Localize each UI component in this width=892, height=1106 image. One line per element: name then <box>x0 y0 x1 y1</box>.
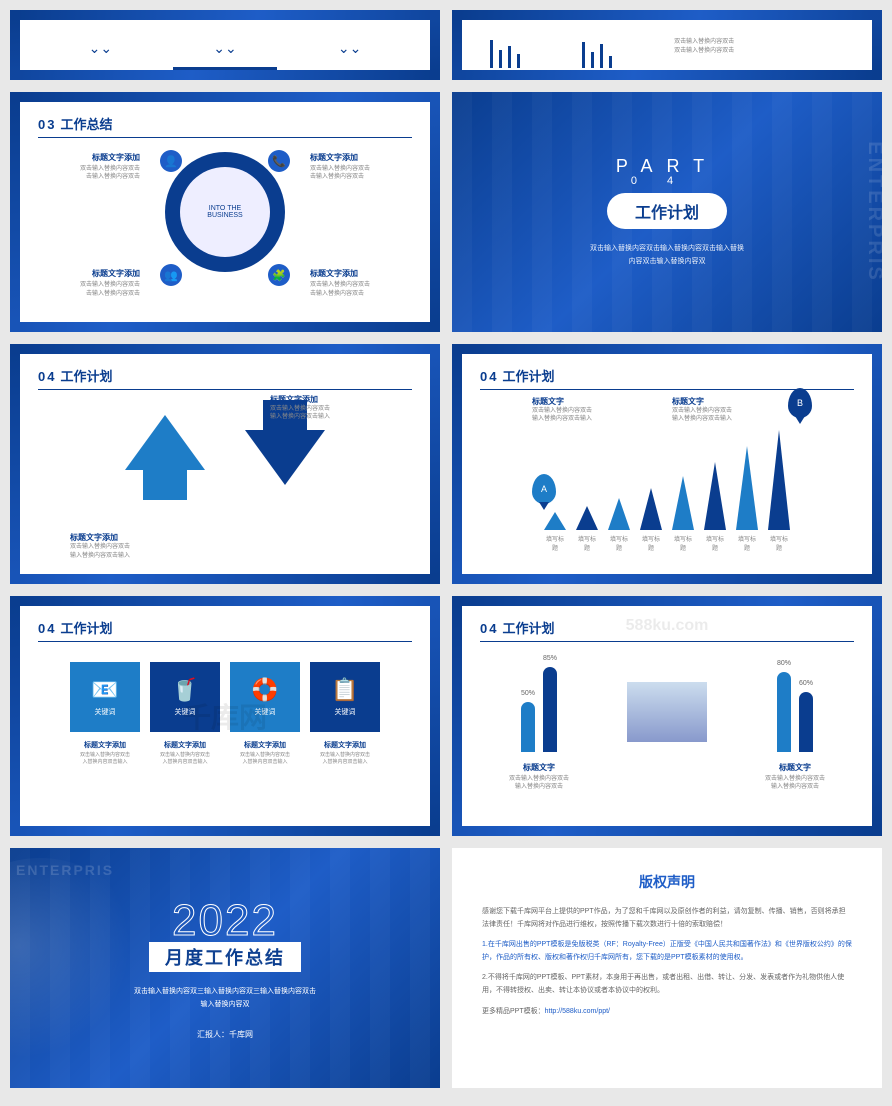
pin-b: B <box>788 388 812 418</box>
cone-labels: 填写标题填写标题填写标题填写标题填写标题填写标题填写标题填写标题 <box>480 534 854 552</box>
reporter: 汇报人：千库网 <box>197 1029 253 1040</box>
chevron-down-icon: ⌄⌄ <box>338 40 361 57</box>
chevron-down-icon: ⌄⌄ <box>213 40 236 57</box>
slide-icon-cards: 04 工作计划 📧关键词标题文字添加双击输入替换内容双击 入替换内容双击输入🥤关… <box>10 596 440 836</box>
center-circle: INTO THE BUSINESS <box>165 152 285 272</box>
slide-copyright: 版权声明 感谢您下载千库网平台上提供的PPT作品，为了您和千库网以及原创作者的利… <box>452 848 882 1088</box>
part-label: PART <box>616 156 718 177</box>
arrow-up-icon <box>125 415 205 470</box>
side-text: ENTERPRIS <box>16 862 114 878</box>
slide-title: 工作总结 <box>60 114 112 133</box>
main-title: 月度工作总结 <box>149 942 301 972</box>
slide-part-divider: ENTERPRIS PART 04 工作计划 双击输入替换内容双击输入替换内容双… <box>452 92 882 332</box>
part-subtitle: 双击输入替换内容双击输入替换内容双击输入替换 内容双击输入替换内容双 <box>590 243 744 268</box>
part-number: 04 <box>631 175 703 187</box>
year: 2022 <box>172 896 278 946</box>
slide-title-cover: ENTERPRIS 2022 月度工作总结 双击输入替换内容双三输入替换内容双三… <box>10 848 440 1088</box>
bar-group-left: 50%85% 标题文字 双击输入替换内容双击 输入替换内容双击 <box>509 662 569 792</box>
pin-a: A <box>532 474 556 504</box>
slide-partial-top-right: 标题标题标题标题 标题标题标题标题 双击输入替换内容双击 双击输入替换内容双击 <box>452 10 882 80</box>
slide-work-summary: 03 工作总结 INTO THE BUSINESS 👤 📞 👥 🧩 标题文字添加… <box>10 92 440 332</box>
caption-button: 单击此处添加标题 <box>173 67 277 80</box>
slide-number: 03 <box>38 117 56 132</box>
icon-card: 🛟关键词标题文字添加双击输入替换内容双击 入替换内容双击输入 <box>230 662 300 766</box>
part-title: 工作计划 <box>607 193 727 229</box>
phone-icon: 📞 <box>268 150 290 172</box>
bar-chart-right <box>582 36 654 68</box>
slide-cones: 04 工作计划 标题文字双击输入替换内容双击 输入替换内容双击输入 标题文字双击… <box>452 344 882 584</box>
copyright-title: 版权声明 <box>482 872 852 892</box>
chart-legend: 双击输入替换内容双击 双击输入替换内容双击 <box>674 36 734 79</box>
bar-chart-left <box>490 36 562 68</box>
icon-card: 📋关键词标题文字添加双击输入替换内容双击 入替换内容双击输入 <box>310 662 380 766</box>
side-text: ENTERPRIS <box>863 141 882 282</box>
slide-arrows: 04 工作计划 +15% -15% 标题文字添加双击输入替换内容双击 输入替换内… <box>10 344 440 584</box>
slide-bar-compare: 04 工作计划 50%85% 标题文字 双击输入替换内容双击 输入替换内容双击 … <box>452 596 882 836</box>
puzzle-icon: 🧩 <box>268 264 290 286</box>
bar-group-right: 80%60% 标题文字 双击输入替换内容双击 输入替换内容双击 <box>765 662 825 792</box>
person-icon: 👤 <box>160 150 182 172</box>
slide-partial-top-left: ⌄⌄ ⌄⌄ ⌄⌄ 单击此处添加标题 <box>10 10 440 80</box>
chevron-down-icon: ⌄⌄ <box>89 40 112 57</box>
icon-card: 📧关键词标题文字添加双击输入替换内容双击 入替换内容双击输入 <box>70 662 140 766</box>
building-image <box>627 682 707 742</box>
people-icon: 👥 <box>160 264 182 286</box>
arrow-down-icon <box>245 430 325 485</box>
icon-card: 🥤关键词标题文字添加双击输入替换内容双击 入替换内容双击输入 <box>150 662 220 766</box>
